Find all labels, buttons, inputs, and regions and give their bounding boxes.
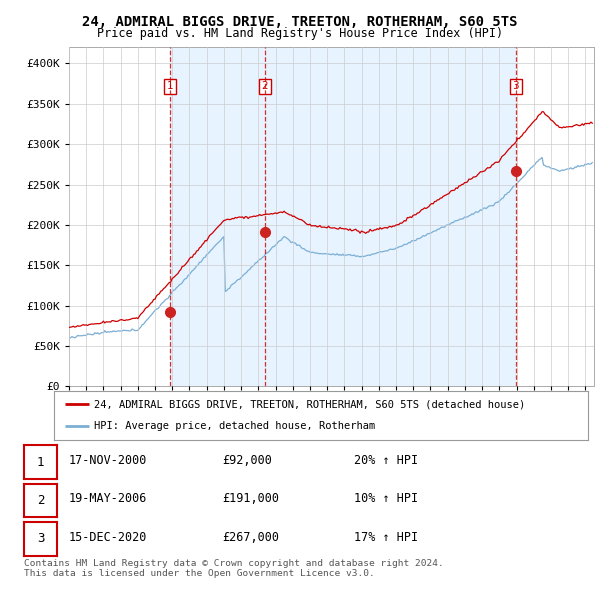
Text: 24, ADMIRAL BIGGS DRIVE, TREETON, ROTHERHAM, S60 5TS: 24, ADMIRAL BIGGS DRIVE, TREETON, ROTHER… xyxy=(82,15,518,29)
Text: 10% ↑ HPI: 10% ↑ HPI xyxy=(354,492,418,506)
Text: £92,000: £92,000 xyxy=(222,454,272,467)
Text: 3: 3 xyxy=(512,81,519,91)
Text: 24, ADMIRAL BIGGS DRIVE, TREETON, ROTHERHAM, S60 5TS (detached house): 24, ADMIRAL BIGGS DRIVE, TREETON, ROTHER… xyxy=(94,399,526,409)
Bar xyxy=(265,47,516,386)
Text: 15-DEC-2020: 15-DEC-2020 xyxy=(69,530,148,544)
Text: 1: 1 xyxy=(167,81,173,91)
Text: 1: 1 xyxy=(37,455,44,469)
Text: 17-NOV-2000: 17-NOV-2000 xyxy=(69,454,148,467)
Text: 2: 2 xyxy=(262,81,268,91)
Text: Contains HM Land Registry data © Crown copyright and database right 2024.
This d: Contains HM Land Registry data © Crown c… xyxy=(24,559,444,578)
Text: HPI: Average price, detached house, Rotherham: HPI: Average price, detached house, Roth… xyxy=(94,421,376,431)
Text: 3: 3 xyxy=(37,532,44,546)
Text: 17% ↑ HPI: 17% ↑ HPI xyxy=(354,530,418,544)
Text: Price paid vs. HM Land Registry's House Price Index (HPI): Price paid vs. HM Land Registry's House … xyxy=(97,27,503,40)
Text: £191,000: £191,000 xyxy=(222,492,279,506)
Bar xyxy=(170,47,265,386)
Text: 2: 2 xyxy=(37,494,44,507)
Text: £267,000: £267,000 xyxy=(222,530,279,544)
Text: 20% ↑ HPI: 20% ↑ HPI xyxy=(354,454,418,467)
Text: 19-MAY-2006: 19-MAY-2006 xyxy=(69,492,148,506)
